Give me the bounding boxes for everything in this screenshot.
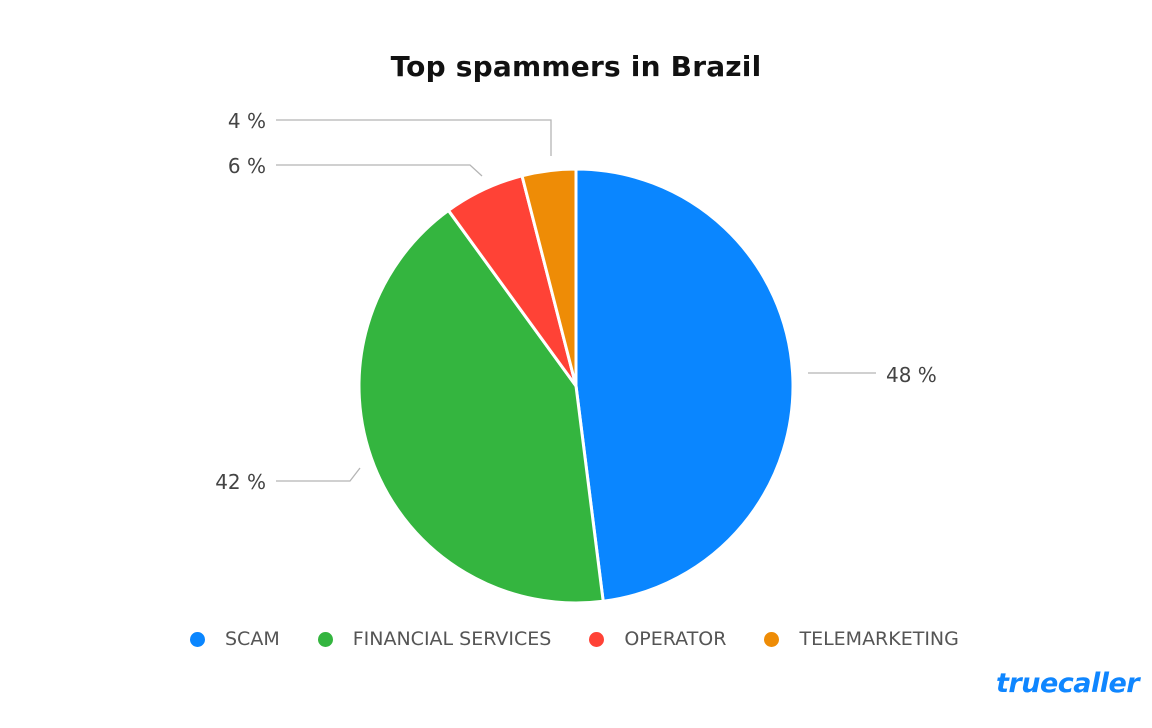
slice-label-financial-services: 42 % [215, 470, 266, 494]
pie-slice-telemarketing[interactable] [520, 167, 578, 388]
legend-label: TELEMARKETING [799, 628, 959, 650]
legend-item-financial-services[interactable]: FINANCIAL SERVICES [317, 628, 552, 650]
slice-label-scam: 48 % [886, 363, 937, 387]
legend: SCAM FINANCIAL SERVICES OPERATOR TELEMAR… [190, 628, 997, 650]
slice-label-telemarketing: 4 % [228, 109, 266, 133]
legend-dot-icon [317, 631, 333, 647]
chart-title: Top spammers in Brazil [390, 50, 762, 83]
pie-slice-scam[interactable] [574, 167, 795, 603]
truecaller-logo: truecaller [996, 668, 1140, 699]
legend-item-telemarketing[interactable]: TELEMARKETING [764, 628, 959, 650]
pie-slices [357, 167, 795, 605]
legend-dot-icon [589, 631, 605, 647]
legend-label: SCAM [225, 628, 280, 650]
legend-item-scam[interactable]: SCAM [190, 628, 280, 650]
leader-line-operator [276, 164, 483, 177]
legend-dot-icon [190, 631, 205, 647]
legend-label: FINANCIAL SERVICES [352, 628, 552, 650]
leader-lines [276, 119, 876, 482]
legend-dot-icon [764, 631, 780, 647]
leader-line-financial-services [276, 467, 361, 482]
slice-label-operator: 6 % [228, 154, 266, 178]
leader-line-telemarketing [276, 119, 552, 156]
legend-label: OPERATOR [624, 628, 727, 650]
legend-item-operator[interactable]: OPERATOR [589, 628, 726, 650]
pie-slice-financial-services[interactable] [357, 208, 605, 605]
